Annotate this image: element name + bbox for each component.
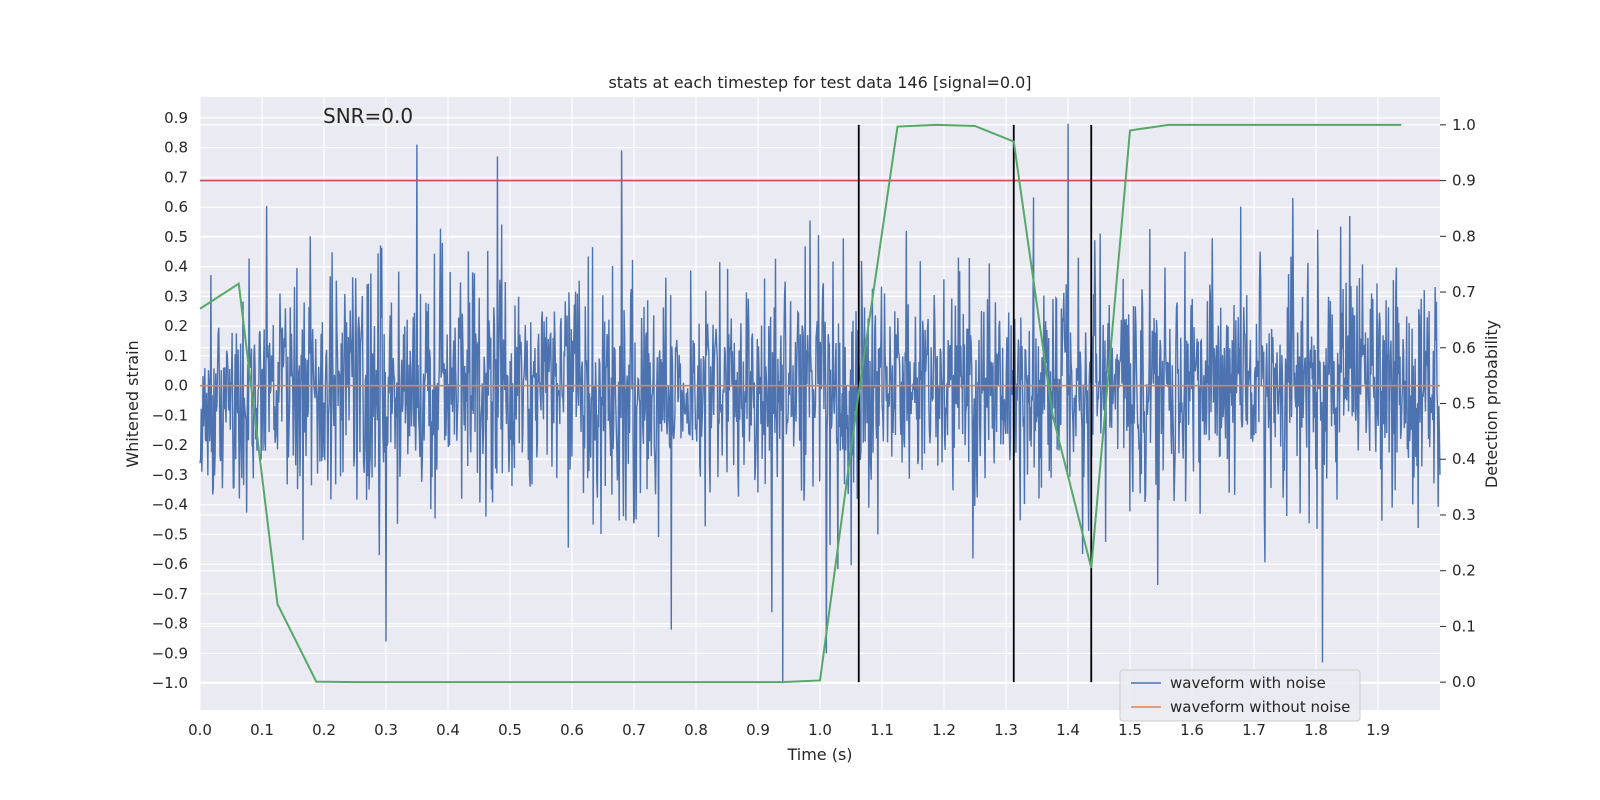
- y2-axis-label: Detection probability: [1482, 320, 1501, 488]
- x-tick-label: 1.1: [870, 721, 894, 739]
- y-tick-label: 0.5: [164, 228, 188, 246]
- x-tick-label: 0.2: [312, 721, 336, 739]
- y-tick-label: −0.8: [152, 615, 188, 633]
- legend: waveform with noise waveform without noi…: [1119, 669, 1361, 722]
- y-tick-label: −0.5: [152, 525, 188, 543]
- x-tick-label: 1.4: [1056, 721, 1080, 739]
- x-tick-label: 0.6: [560, 721, 584, 739]
- x-tick-label: 1.5: [1118, 721, 1142, 739]
- x-tick-label: 0.7: [622, 721, 646, 739]
- x-tick-label: 0.3: [374, 721, 398, 739]
- y2-tick-label: 1.0: [1452, 116, 1476, 134]
- y-tick-label: 0.8: [164, 139, 188, 157]
- legend-label-clean: waveform without noise: [1170, 698, 1350, 716]
- y-tick-label: 0.6: [164, 198, 188, 216]
- legend-label-noise: waveform with noise: [1170, 674, 1326, 692]
- y-tick-label: 0.7: [164, 168, 188, 186]
- x-tick-label: 0.5: [498, 721, 522, 739]
- y2-tick-label: 0.2: [1452, 562, 1476, 580]
- y2-axis-ticks: 0.0 0.1 0.2 0.3 0.4 0.5 0.6 0.7 0.8 0.9 1.0: [1440, 116, 1476, 691]
- y2-tick-label: 0.9: [1452, 172, 1476, 190]
- snr-annotation: SNR=0.0: [323, 104, 413, 128]
- x-tick-label: 1.3: [994, 721, 1018, 739]
- y-tick-label: −0.7: [152, 585, 188, 603]
- x-tick-label: 1.2: [932, 721, 956, 739]
- y2-tick-label: 0.3: [1452, 506, 1476, 524]
- y-tick-label: 0.2: [164, 317, 188, 335]
- x-tick-label: 0.8: [684, 721, 708, 739]
- y-axis-ticks: −1.0 −0.9 −0.8 −0.7 −0.6 −0.5 −0.4 −0.3 −0.2 −0.1…: [152, 109, 188, 692]
- y2-tick-label: 0.1: [1452, 617, 1476, 635]
- y2-tick-label: 0.0: [1452, 673, 1476, 691]
- y2-tick-label: 0.6: [1452, 339, 1476, 357]
- y-tick-label: 0.0: [164, 377, 188, 395]
- x-tick-label: 1.0: [808, 721, 832, 739]
- y2-tick-label: 0.5: [1452, 395, 1476, 413]
- x-tick-label: 1.8: [1304, 721, 1328, 739]
- x-tick-label: 0.4: [436, 721, 460, 739]
- y-tick-label: −0.6: [152, 555, 188, 573]
- chart-title: stats at each timestep for test data 146…: [608, 73, 1031, 92]
- x-tick-label: 0.1: [250, 721, 274, 739]
- y-axis-label: Whitened strain: [123, 340, 142, 467]
- x-tick-label: 0.9: [746, 721, 770, 739]
- y-tick-label: 0.9: [164, 109, 188, 127]
- y-tick-label: −0.4: [152, 496, 188, 514]
- x-tick-label: 1.9: [1366, 721, 1390, 739]
- x-axis-label: Time (s): [786, 745, 852, 764]
- series-detection-probability: [199, 123, 1402, 684]
- x-axis-ticks: 0.0 0.1 0.2 0.3 0.4 0.5 0.6 0.7 0.8 0.9 1.0 1.1 1.2 1…: [188, 721, 1390, 739]
- y2-tick-label: 0.8: [1452, 227, 1476, 245]
- x-tick-label: 0.0: [188, 721, 212, 739]
- legend-frame: [1119, 669, 1361, 722]
- x-tick-label: 1.7: [1242, 721, 1266, 739]
- y-tick-label: 0.4: [164, 258, 188, 276]
- x-tick-label: 1.6: [1180, 721, 1204, 739]
- y2-tick-label: 0.7: [1452, 283, 1476, 301]
- y2-tick-label: 0.4: [1452, 450, 1476, 468]
- series-waveform-with-noise: [199, 123, 1441, 684]
- plot-area: [199, 123, 1441, 684]
- y-tick-label: 0.1: [164, 347, 188, 365]
- y-tick-label: −0.3: [152, 466, 188, 484]
- y-tick-label: −0.9: [152, 644, 188, 662]
- y-tick-label: −0.2: [152, 436, 188, 454]
- y-tick-label: 0.3: [164, 287, 188, 305]
- y-tick-label: −1.0: [152, 674, 188, 692]
- y-tick-label: −0.1: [152, 406, 188, 424]
